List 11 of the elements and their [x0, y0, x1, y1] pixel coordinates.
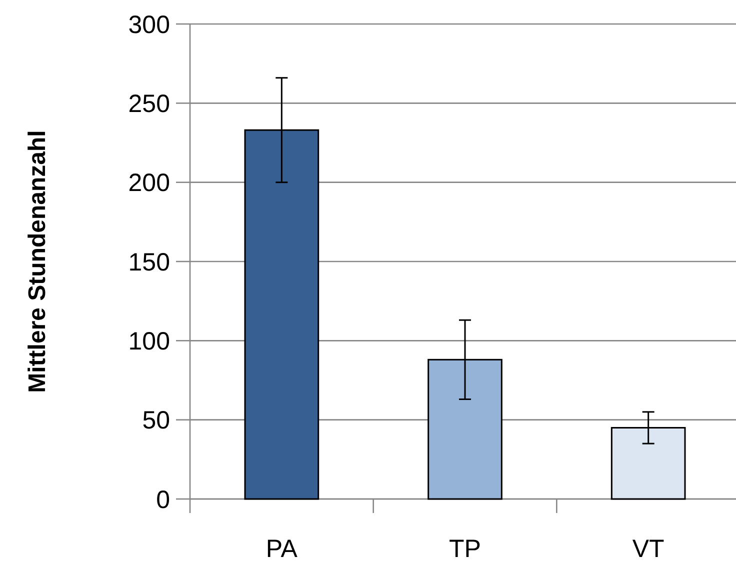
- x-tick-label: VT: [632, 535, 664, 563]
- y-axis-title: Mittlere Stundenanzahl: [24, 130, 51, 393]
- x-tick-label: PA: [266, 535, 298, 563]
- x-tick-label: TP: [449, 535, 481, 563]
- y-tick-label: 150: [128, 248, 170, 276]
- y-tick-label: 300: [128, 10, 170, 39]
- y-tick-label: 100: [128, 327, 170, 356]
- y-tick-label: 250: [128, 90, 170, 118]
- y-tick-label: 50: [142, 406, 170, 435]
- y-tick-label: 200: [128, 169, 170, 198]
- y-tick-label: 0: [156, 486, 170, 514]
